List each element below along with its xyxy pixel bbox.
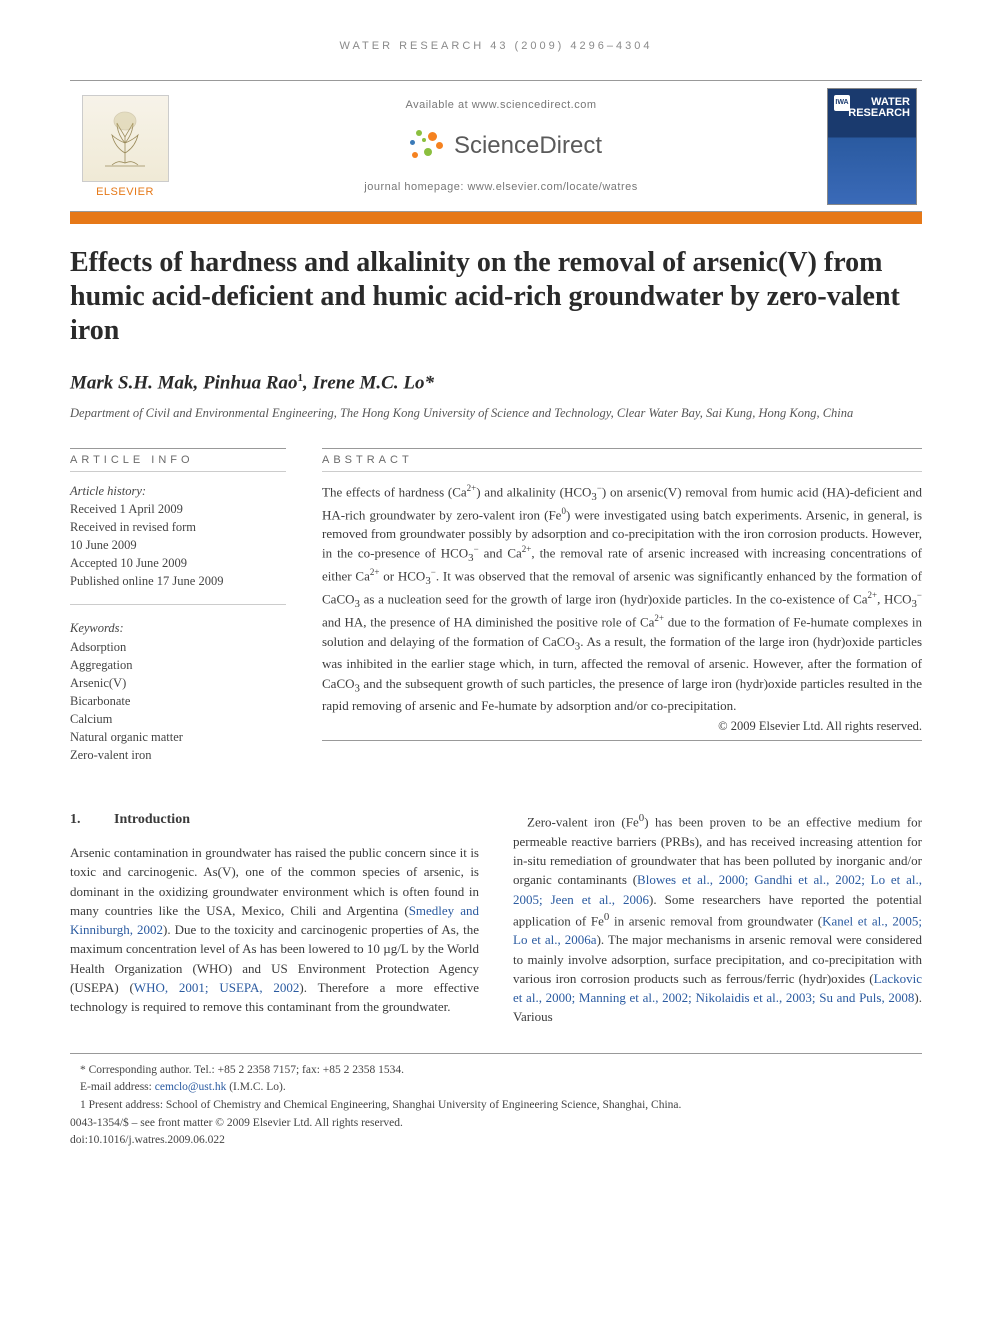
issn-line: 0043-1354/$ – see front matter © 2009 El… — [70, 1115, 922, 1132]
email-address[interactable]: cemclo@ust.hk — [155, 1081, 227, 1093]
journal-cover-icon: IWA WATER RESEARCH — [827, 88, 917, 205]
article-info-column: ARTICLE INFO Article history: Received 1… — [70, 448, 286, 765]
present-address: 1 Present address: School of Chemistry a… — [70, 1097, 922, 1114]
journal-cover-block: IWA WATER RESEARCH — [822, 81, 922, 211]
history-line: Published online 17 June 2009 — [70, 574, 223, 588]
email-paren: (I.M.C. Lo). — [226, 1081, 285, 1093]
section-heading: 1.Introduction — [70, 810, 479, 831]
history-line: 10 June 2009 — [70, 538, 137, 552]
keyword: Aggregation — [70, 658, 132, 672]
journal-homepage-line: journal homepage: www.elsevier.com/locat… — [364, 181, 637, 193]
affiliation: Department of Civil and Environmental En… — [70, 405, 922, 422]
keyword: Arsenic(V) — [70, 676, 126, 690]
info-divider — [70, 604, 286, 605]
section-number: 1. — [70, 810, 114, 831]
article-info-heading: ARTICLE INFO — [70, 448, 286, 472]
article-title: Effects of hardness and alkalinity on th… — [70, 246, 922, 348]
orange-rule — [70, 212, 922, 224]
keyword: Zero-valent iron — [70, 748, 152, 762]
journal-cover-title: WATER RESEARCH — [848, 97, 910, 119]
abstract-copyright: © 2009 Elsevier Ltd. All rights reserved… — [322, 719, 922, 734]
email-line: E-mail address: cemclo@ust.hk (I.M.C. Lo… — [70, 1079, 922, 1096]
email-label: E-mail address: — [80, 1081, 155, 1093]
sciencedirect-dots-icon — [400, 128, 448, 164]
keywords-block: Keywords: Adsorption Aggregation Arsenic… — [70, 619, 286, 764]
masthead: ELSEVIER Available at www.sciencedirect.… — [70, 80, 922, 212]
history-line: Accepted 10 June 2009 — [70, 556, 187, 570]
keyword: Adsorption — [70, 640, 126, 654]
body-paragraph: Arsenic contamination in groundwater has… — [70, 843, 479, 1016]
journal-homepage-label: journal homepage: — [364, 181, 467, 193]
body-col-left: 1.Introduction Arsenic contamination in … — [70, 810, 479, 1026]
history-line: Received 1 April 2009 — [70, 502, 183, 516]
abstract-bottom-rule — [322, 740, 922, 741]
authors: Mark S.H. Mak, Pinhua Rao1, Irene M.C. L… — [70, 372, 922, 394]
journal-cover-title-line1: WATER — [848, 97, 910, 108]
availability-line: Available at www.sciencedirect.com — [405, 99, 596, 111]
keyword: Bicarbonate — [70, 694, 130, 708]
keyword: Calcium — [70, 712, 112, 726]
article-history-label: Article history: — [70, 484, 146, 498]
elsevier-wordmark: ELSEVIER — [96, 186, 154, 198]
doi-line: doi:10.1016/j.watres.2009.06.022 — [70, 1132, 922, 1149]
publisher-logo-block: ELSEVIER — [70, 81, 180, 211]
elsevier-tree-icon — [82, 95, 169, 182]
abstract-heading: ABSTRACT — [322, 448, 922, 472]
sciencedirect-logo: ScienceDirect — [400, 128, 602, 164]
journal-homepage-url[interactable]: www.elsevier.com/locate/watres — [467, 181, 637, 193]
article-history: Article history: Received 1 April 2009 R… — [70, 482, 286, 591]
running-header: WATER RESEARCH 43 (2009) 4296–4304 — [70, 40, 922, 52]
footnotes: * Corresponding author. Tel.: +85 2 2358… — [70, 1053, 922, 1149]
abstract-column: ABSTRACT The effects of hardness (Ca2+) … — [322, 448, 922, 765]
keyword: Natural organic matter — [70, 730, 183, 744]
keywords-label: Keywords: — [70, 621, 124, 635]
journal-cover-title-line2: RESEARCH — [848, 108, 910, 119]
body-col-right: Zero-valent iron (Fe0) has been proven t… — [513, 810, 922, 1026]
abstract-text: The effects of hardness (Ca2+) and alkal… — [322, 482, 922, 716]
section-title: Introduction — [114, 812, 190, 827]
masthead-center: Available at www.sciencedirect.com Scien… — [180, 81, 822, 211]
corresponding-author: * Corresponding author. Tel.: +85 2 2358… — [70, 1062, 922, 1079]
history-line: Received in revised form — [70, 520, 196, 534]
body-paragraph: Zero-valent iron (Fe0) has been proven t… — [513, 810, 922, 1026]
body-columns: 1.Introduction Arsenic contamination in … — [70, 810, 922, 1026]
sciencedirect-wordmark: ScienceDirect — [454, 132, 602, 160]
